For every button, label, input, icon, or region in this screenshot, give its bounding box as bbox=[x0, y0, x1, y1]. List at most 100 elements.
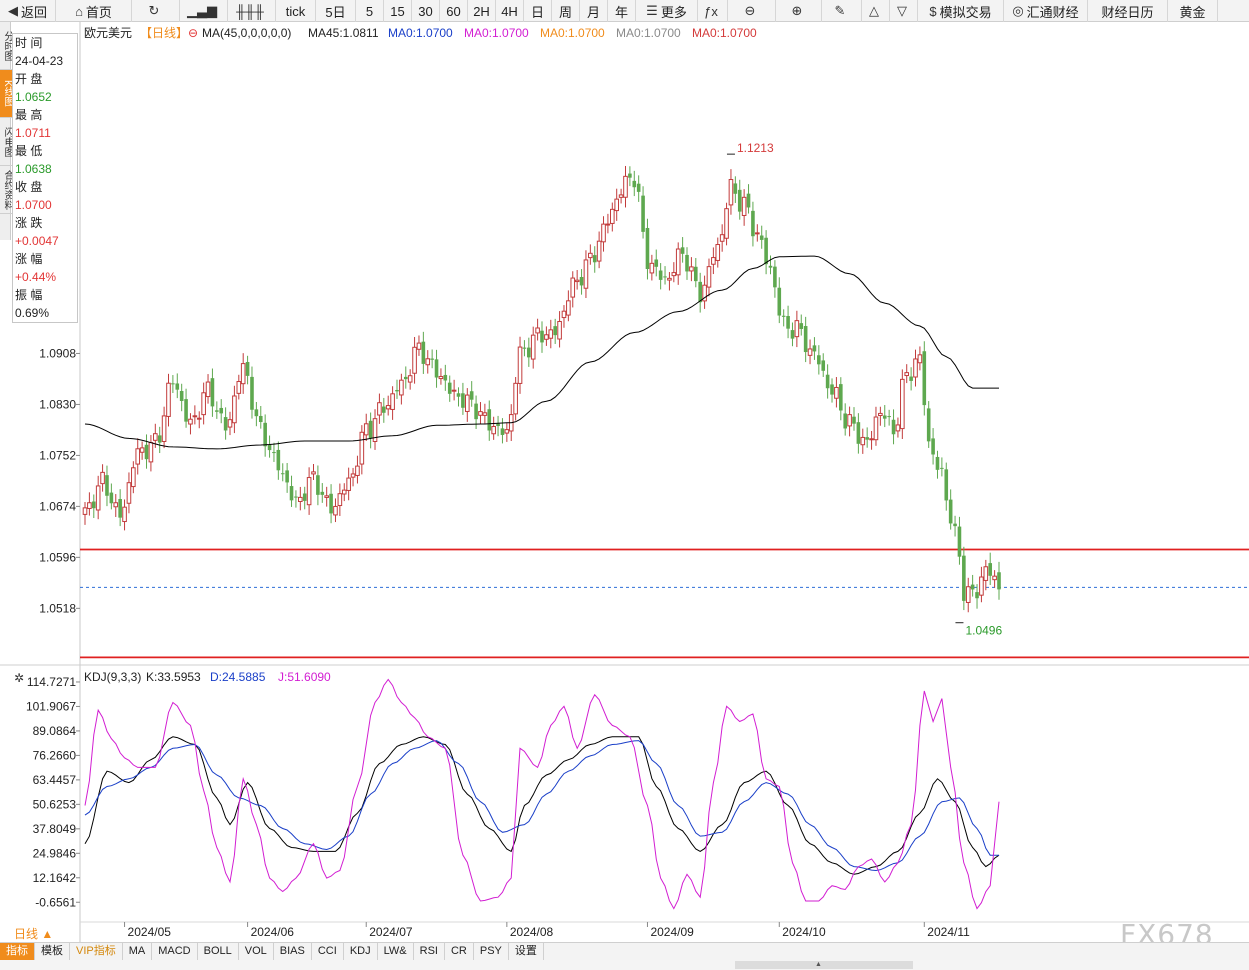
candle bbox=[527, 337, 531, 367]
toolbar-button-1[interactable]: ⌂ 首页 bbox=[56, 0, 132, 22]
toolbar-button-21[interactable]: ✎ bbox=[822, 0, 862, 22]
candle bbox=[759, 225, 764, 249]
candle-body bbox=[873, 416, 879, 441]
indicator-tab-3[interactable]: MA bbox=[123, 943, 153, 960]
candle bbox=[517, 336, 523, 394]
toolbar-button-7[interactable]: 5 bbox=[356, 0, 384, 22]
candle-body bbox=[724, 208, 729, 239]
scroll-up-arrow-icon[interactable]: ▲ bbox=[815, 961, 822, 968]
indicator-tab-4[interactable]: MACD bbox=[152, 943, 198, 960]
candle bbox=[566, 290, 571, 322]
candle bbox=[913, 349, 918, 387]
candle bbox=[588, 244, 593, 265]
indicator-tab-11[interactable]: RSI bbox=[414, 943, 445, 960]
indicator-tab-6[interactable]: VOL bbox=[239, 943, 274, 960]
candle bbox=[983, 559, 989, 591]
toolbar-label: 4H bbox=[501, 3, 518, 19]
toolbar-label: 30 bbox=[418, 3, 433, 19]
toolbar-button-14[interactable]: 周 bbox=[552, 0, 580, 22]
toolbar-button-20[interactable]: ⊕ bbox=[776, 0, 822, 22]
candle bbox=[333, 498, 338, 523]
toolbar-button-2[interactable]: ↻ bbox=[132, 0, 180, 22]
toolbar-button-17[interactable]: ☰ 更多 bbox=[636, 0, 698, 22]
candle-body bbox=[153, 433, 158, 441]
candle bbox=[407, 369, 413, 390]
candle-body bbox=[258, 415, 263, 423]
horizontal-scrollbar[interactable]: ▲ bbox=[0, 960, 1249, 970]
toolbar-button-18[interactable]: ƒx bbox=[698, 0, 728, 22]
candle bbox=[931, 428, 935, 465]
candle bbox=[649, 254, 655, 281]
candle bbox=[553, 318, 557, 344]
indicator-tab-10[interactable]: LW& bbox=[378, 943, 414, 960]
toolbar-button-23[interactable]: ▽ bbox=[890, 0, 918, 22]
toolbar-button-19[interactable]: ⊖ bbox=[728, 0, 776, 22]
toolbar-button-11[interactable]: 2H bbox=[468, 0, 496, 22]
side-tab-0[interactable]: 分时图 bbox=[0, 22, 15, 70]
toolbar-button-6[interactable]: 5日 bbox=[316, 0, 356, 22]
info-label: 涨 幅 bbox=[15, 252, 43, 266]
toolbar-button-16[interactable]: 年 bbox=[608, 0, 636, 22]
toolbar-button-8[interactable]: 15 bbox=[384, 0, 412, 22]
candle-body bbox=[632, 180, 637, 188]
candle-body bbox=[240, 363, 246, 385]
candle-body bbox=[790, 330, 795, 339]
candle bbox=[733, 176, 738, 203]
candle-body bbox=[649, 262, 655, 274]
toolbar-button-5[interactable]: tick bbox=[276, 0, 316, 22]
candle bbox=[157, 426, 162, 454]
y-tick-label: 1.0518 bbox=[39, 601, 76, 615]
toolbar-button-27[interactable]: 黄金 bbox=[1168, 0, 1218, 22]
candle-body bbox=[812, 345, 817, 352]
kdj-legend-item: D:24.5885 bbox=[210, 670, 266, 684]
candle-body bbox=[869, 438, 874, 441]
candle bbox=[935, 450, 940, 479]
candle bbox=[298, 486, 303, 511]
candle-body bbox=[272, 452, 276, 454]
toolbar-button-9[interactable]: 30 bbox=[412, 0, 440, 22]
toolbar-button-0[interactable]: ◀ 返回 bbox=[0, 0, 56, 22]
toolbar-button-3[interactable]: ▁▃▆ bbox=[180, 0, 228, 22]
candle-body bbox=[636, 183, 641, 192]
indicator-tab-0[interactable]: 指标 bbox=[0, 943, 35, 960]
candle-body bbox=[786, 316, 790, 329]
scrollbar-thumb[interactable] bbox=[735, 961, 913, 969]
candle bbox=[680, 237, 685, 263]
candle-body bbox=[983, 566, 989, 581]
info-value: 1.0638 bbox=[15, 162, 52, 176]
side-tab-1[interactable]: K线图 bbox=[0, 70, 15, 118]
candle-body bbox=[122, 506, 127, 523]
indicator-tab-1[interactable]: 模板 bbox=[35, 943, 70, 960]
dollar-icon: $ bbox=[929, 3, 937, 19]
candle bbox=[258, 405, 263, 429]
candle bbox=[997, 561, 1001, 600]
kdj-series bbox=[84, 678, 1000, 910]
indicator-tab-12[interactable]: CR bbox=[445, 943, 474, 960]
period-tag[interactable]: 日线 ▲ bbox=[14, 927, 54, 941]
toolbar-button-25[interactable]: ◎ 汇通财经 bbox=[1004, 0, 1088, 22]
candle-body bbox=[900, 378, 905, 430]
toolbar-button-15[interactable]: 月 bbox=[580, 0, 608, 22]
side-tab-2[interactable]: 闪电图 bbox=[0, 118, 15, 166]
indicator-tab-8[interactable]: CCI bbox=[312, 943, 344, 960]
candle-body bbox=[368, 420, 373, 439]
candle bbox=[311, 464, 316, 481]
candle bbox=[878, 406, 883, 426]
indicator-tab-9[interactable]: KDJ bbox=[344, 943, 378, 960]
toolbar-button-24[interactable]: $ 模拟交易 bbox=[918, 0, 1004, 22]
candle bbox=[737, 179, 742, 220]
side-tab-3[interactable]: 合约资料 bbox=[0, 166, 15, 214]
indicator-tab-14[interactable]: 设置 bbox=[509, 943, 544, 960]
toolbar-button-26[interactable]: 财经日历 bbox=[1088, 0, 1168, 22]
candle-body bbox=[227, 419, 233, 428]
toolbar-button-12[interactable]: 4H bbox=[496, 0, 524, 22]
indicator-tab-13[interactable]: PSY bbox=[474, 943, 509, 960]
toolbar-button-13[interactable]: 日 bbox=[524, 0, 552, 22]
indicator-tab-7[interactable]: BIAS bbox=[274, 943, 312, 960]
toolbar-button-4[interactable]: ╫╫╫ bbox=[228, 0, 276, 22]
candle-body bbox=[557, 320, 562, 340]
indicator-tab-2[interactable]: VIP指标 bbox=[70, 943, 123, 960]
toolbar-button-22[interactable]: △ bbox=[862, 0, 890, 22]
indicator-tab-5[interactable]: BOLL bbox=[198, 943, 239, 960]
toolbar-button-10[interactable]: 60 bbox=[440, 0, 468, 22]
